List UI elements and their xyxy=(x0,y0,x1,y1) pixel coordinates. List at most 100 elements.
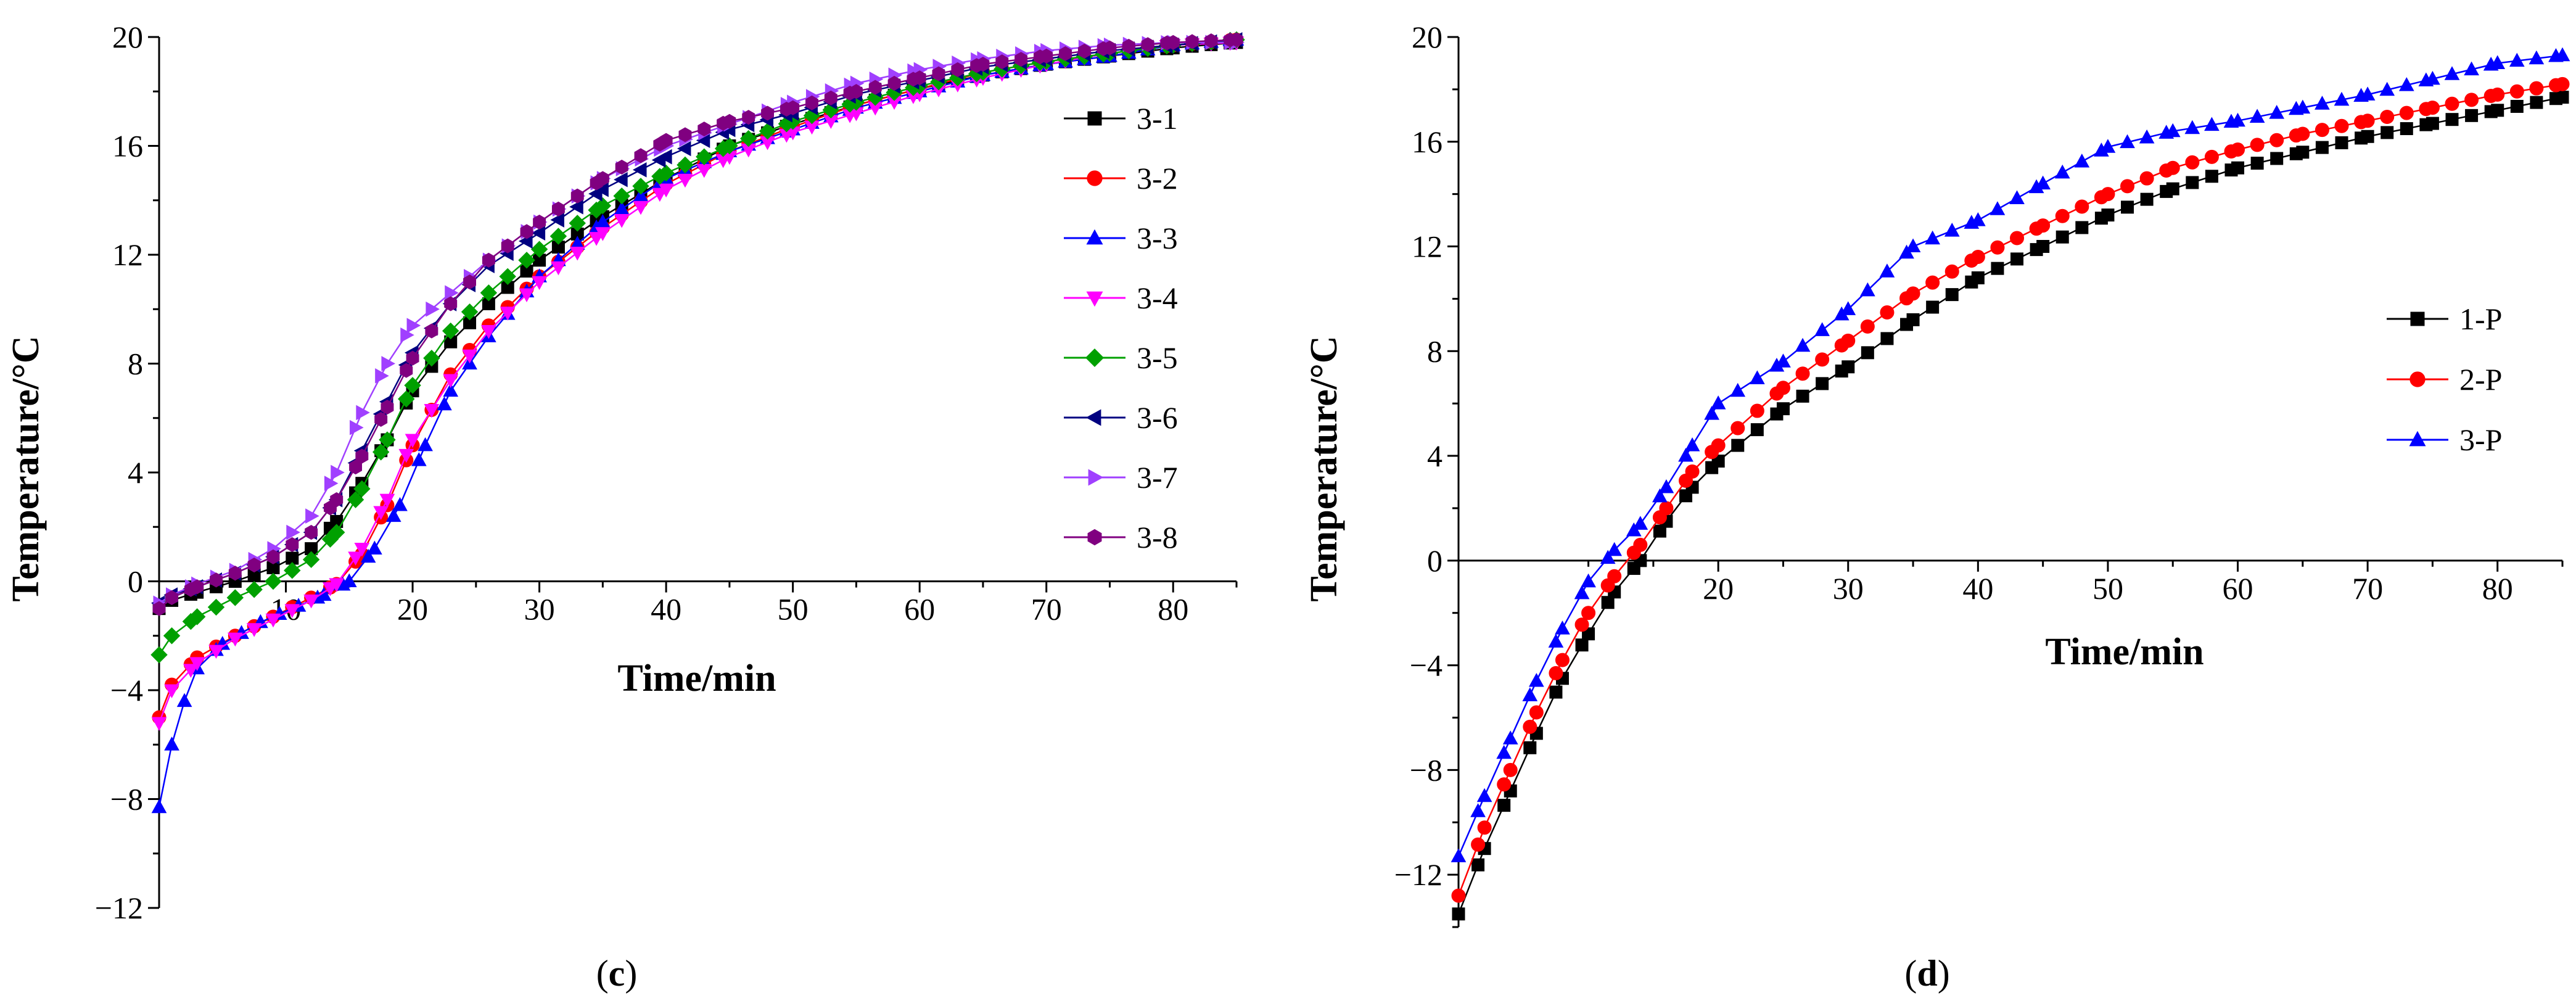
data-point xyxy=(356,405,370,421)
data-point xyxy=(1658,479,1674,493)
data-point xyxy=(995,54,1009,70)
data-point xyxy=(208,645,224,659)
data-point xyxy=(404,377,421,394)
data-point xyxy=(1795,366,1810,381)
data-point xyxy=(697,122,711,137)
data-point xyxy=(740,130,757,147)
data-point xyxy=(2101,208,2115,222)
data-point xyxy=(1685,464,1700,479)
series-3-8 xyxy=(152,32,1243,616)
data-point xyxy=(595,227,611,241)
data-point xyxy=(347,491,364,508)
data-point xyxy=(183,664,199,678)
data-point xyxy=(1522,687,1538,701)
data-point xyxy=(1122,38,1135,54)
data-point xyxy=(1750,370,1765,384)
data-point xyxy=(531,225,546,241)
data-point xyxy=(207,598,225,616)
data-point xyxy=(594,197,612,215)
data-point xyxy=(2010,231,2025,245)
data-point xyxy=(1730,382,1746,397)
legend-label: 3-1 xyxy=(1137,101,1178,136)
data-point xyxy=(2361,130,2374,143)
data-point xyxy=(189,657,205,671)
data-point xyxy=(398,390,415,408)
data-point xyxy=(501,238,514,254)
data-point xyxy=(481,325,496,339)
data-point xyxy=(1633,537,1648,552)
legend-label: 1-P xyxy=(2459,302,2502,336)
legend-label: 2-P xyxy=(2459,362,2502,397)
legend-marker xyxy=(2409,371,2426,387)
data-point xyxy=(165,590,179,606)
data-point xyxy=(2055,230,2069,244)
data-point xyxy=(443,382,459,397)
legend-marker xyxy=(1087,529,1102,546)
data-point xyxy=(2205,170,2218,183)
data-point xyxy=(551,261,566,276)
legend-label: 3-7 xyxy=(1137,460,1178,495)
series-line xyxy=(1457,96,2563,915)
x-axis-title: Time/min xyxy=(617,658,776,699)
data-point xyxy=(1477,820,1492,835)
data-point xyxy=(2490,55,2506,69)
data-point xyxy=(1944,264,1959,279)
series-3-2 xyxy=(152,32,1244,725)
data-point xyxy=(633,200,649,215)
x-axis-title: Time/min xyxy=(2045,631,2204,673)
y-tick-label: −8 xyxy=(1410,752,1442,787)
data-point xyxy=(379,431,396,448)
data-point xyxy=(176,693,192,707)
data-point xyxy=(480,284,498,302)
data-point xyxy=(887,75,901,91)
data-point xyxy=(2360,86,2376,101)
data-point xyxy=(1750,423,1764,437)
legend-marker xyxy=(1088,469,1104,486)
y-tick-label: −12 xyxy=(1394,857,1442,892)
series-line xyxy=(158,39,1237,604)
data-point xyxy=(786,100,800,115)
data-point xyxy=(1840,301,1856,315)
y-tick-label: 0 xyxy=(128,564,143,599)
data-point xyxy=(951,62,965,78)
data-point xyxy=(1710,395,1726,410)
data-point xyxy=(2075,199,2089,214)
data-point xyxy=(418,437,433,451)
data-point xyxy=(2250,138,2265,152)
legend-label: 3-2 xyxy=(1137,161,1178,196)
legend-label: 3-3 xyxy=(1137,221,1178,255)
data-point xyxy=(2054,164,2070,179)
data-point xyxy=(615,159,628,175)
data-point xyxy=(1548,633,1564,648)
data-point xyxy=(658,183,674,198)
data-point xyxy=(677,173,693,188)
data-point xyxy=(913,70,926,86)
data-point xyxy=(632,162,647,178)
data-point xyxy=(570,188,584,204)
series-3-P xyxy=(1451,47,2570,862)
data-point xyxy=(500,307,516,321)
data-point xyxy=(742,110,755,125)
data-point xyxy=(1451,888,1466,903)
series-line xyxy=(1457,54,2563,857)
data-point xyxy=(463,274,477,290)
data-point xyxy=(1945,288,1959,302)
data-point xyxy=(657,164,675,182)
data-point xyxy=(381,356,395,371)
data-point xyxy=(805,95,818,110)
data-point xyxy=(2120,134,2135,149)
data-point xyxy=(354,543,370,557)
data-point xyxy=(1185,34,1199,49)
data-point xyxy=(1555,653,1570,667)
data-point xyxy=(1523,741,1537,754)
data-point xyxy=(355,448,369,464)
data-point xyxy=(551,201,565,216)
y-tick-label: 8 xyxy=(128,347,143,381)
data-point xyxy=(1040,48,1053,64)
data-point xyxy=(634,148,648,163)
data-point xyxy=(2250,157,2264,170)
data-point xyxy=(1452,907,1465,921)
data-point xyxy=(245,581,263,598)
series-2-P xyxy=(1451,76,2570,903)
data-point xyxy=(163,627,181,645)
